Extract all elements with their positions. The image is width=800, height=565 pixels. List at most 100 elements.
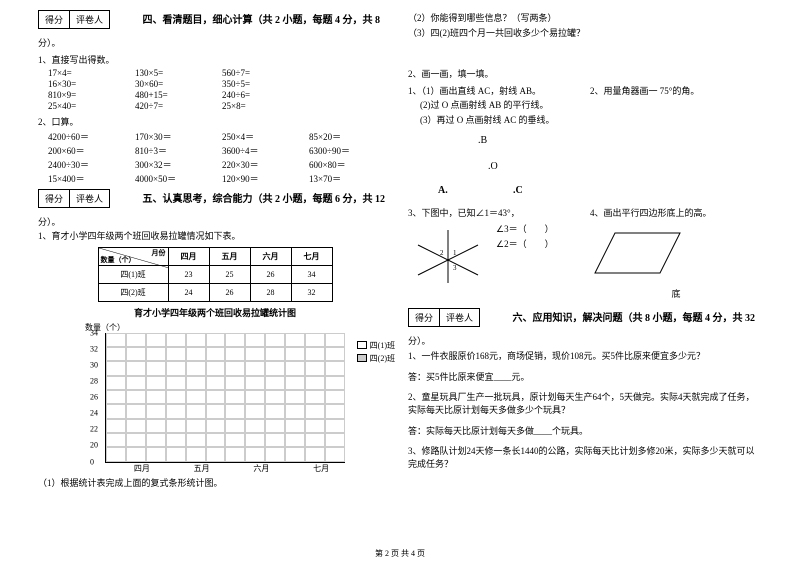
calc-cell [309,79,392,89]
calc-cell: 420÷7= [135,101,218,111]
calc-cell: 25×40= [48,101,131,111]
angle3-blank: ∠3＝（ ） [496,223,554,236]
svg-text:2: 2 [440,249,444,257]
calc-cell: 300×32＝ [135,158,218,171]
geo-q1b: (2)过 O 点画射线 AB 的平行线。 [420,99,580,112]
calc-cell: 170×30＝ [135,130,218,143]
table-col: 七月 [291,247,332,265]
chart-title: 育才小学四年级两个班回收易拉罐统计图 [85,306,345,319]
calc-cell: 810÷3＝ [135,144,218,157]
cell: 26 [250,265,291,283]
calc-cell: 200×60＝ [48,144,131,157]
calc-cell: 250×4＝ [222,130,305,143]
legend-label: 四(1)班 [370,340,395,351]
score-label: 得分 [409,309,440,326]
grader-label: 评卷人 [70,11,109,28]
calc-cell: 240÷6= [222,90,305,100]
cell: 25 [209,265,250,283]
sec6-a1: 答：买5件比原来便宜____元。 [408,370,762,383]
sec4-sub2: 2、口算。 [38,115,392,128]
geo-row2: 3、下图中，已知∠1＝43°， 1 2 3 ∠3＝（ ） ∠2＝（ ） [408,205,762,301]
section5-title: 五、认真思考，综合能力（共 2 小题，每题 6 分，共 12 [143,190,386,205]
sec6-q1: 1、一件衣服原价168元，商场促销，现价108元。买5件比原来便宜多少元？ [408,350,762,364]
score-label: 得分 [39,190,70,207]
x-tick: 五月 [194,463,210,474]
chart-legend: 四(1)班 四(2)班 [357,338,395,366]
geo-q1a: 1、（1）画出直线 AC，射线 AB。 [408,85,580,98]
calc-cell: 120×90＝ [222,172,305,185]
chart-area: 34 32 30 28 26 24 22 20 0 四月 五月 六月 七月 四(… [105,333,345,463]
y-tick: 22 [90,425,98,434]
right-q2: （2）你能得到哪些信息？（写两条） [408,12,762,25]
diag-top: 月份 [152,248,166,258]
calc-cell: 13×70＝ [309,172,392,185]
calc-cell: 4000×50＝ [135,172,218,185]
calc-cell: 2400÷30＝ [48,158,131,171]
chart-grid [106,333,345,462]
x-tick: 六月 [253,463,269,474]
left-column: 得分 评卷人 四、看清题目，细心计算（共 2 小题，每题 4 分，共 8 分）。… [30,10,400,540]
legend-swatch [357,341,367,349]
legend-label: 四(2)班 [370,353,395,364]
diag-bottom: 数量（个） [101,255,136,265]
base-label: 底 [590,287,762,300]
calc-cell: 350÷5= [222,79,305,89]
score-label: 得分 [39,11,70,28]
table-diag-header: 月份 数量（个） [98,247,168,265]
geo-q1c: (3）再过 O 点画射线 AC 的垂线。 [420,114,580,127]
calc-grid-2: 4200÷60＝ 170×30＝ 250×4＝ 85×20＝ 200×60＝ 8… [48,130,392,185]
cell: 32 [291,283,332,301]
data-table: 月份 数量（个） 四月 五月 六月 七月 四(1)班 23 25 26 34 四… [98,247,333,302]
geo-intro: 2、画一画，填一填。 [408,68,762,81]
calc-cell: 600×80＝ [309,158,392,171]
score-box-4: 得分 评卷人 [38,10,110,29]
table-row: 四(1)班 23 25 26 34 [98,265,332,283]
svg-text:1: 1 [453,249,457,257]
label-a: A. [438,185,448,196]
geo-q3: 3、下图中，已知∠1＝43°， [408,207,580,220]
grader-label: 评卷人 [440,309,479,326]
calc-cell: 6300÷90＝ [309,144,392,157]
right-column: （2）你能得到哪些信息？（写两条） （3）四(2)班四个月一共回收多少个易拉罐？… [400,10,770,540]
cell: 28 [250,283,291,301]
legend-swatch [357,354,367,362]
calc-cell: 16×30= [48,79,131,89]
cell: 26 [209,283,250,301]
sec4-sub1: 1、直接写出得数。 [38,53,392,66]
y-tick: 26 [90,393,98,402]
angle-diagram: 1 2 3 [408,225,488,285]
y-tick: 34 [90,328,98,337]
y-tick: 30 [90,360,98,369]
sec5-q1: （1）根据统计表完成上面的复式条形统计图。 [38,477,392,490]
row-label: 四(2)班 [98,283,168,301]
calc-cell: 30×60= [135,79,218,89]
section5-title-cont: 分）。 [38,215,392,228]
table-col: 五月 [209,247,250,265]
chart-container: 育才小学四年级两个班回收易拉罐统计图 数量（个） 34 32 30 28 [85,306,345,463]
legend-item: 四(2)班 [357,353,395,364]
calc-cell: 4200÷60＝ [48,130,131,143]
table-row: 四(2)班 24 26 28 32 [98,283,332,301]
calc-grid-1: 17×4= 130×5= 560÷7= 16×30= 30×60= 350÷5=… [48,68,392,111]
calc-cell [309,90,392,100]
geo-q4: 4、画出平行四边形底上的高。 [590,207,762,220]
section6-title: 六、应用知识，解决问题（共 8 小题，每题 4 分，共 32 [513,309,756,324]
y-tick: 28 [90,376,98,385]
section4-title-cont: 分）。 [38,36,392,49]
parallelogram-diagram [590,223,690,283]
x-tick: 七月 [313,463,329,474]
calc-cell: 25×8= [222,101,305,111]
calc-cell: 560÷7= [222,68,305,78]
sec6-a2: 答：实际每天比原计划每天多做____个玩具。 [408,424,762,437]
y-tick: 24 [90,409,98,418]
label-b: .B [478,135,488,146]
calc-cell: 130×5= [135,68,218,78]
calc-cell: 85×20＝ [309,130,392,143]
x-tick: 四月 [134,463,150,474]
table-col: 四月 [168,247,209,265]
label-o: .O [488,161,498,172]
calc-cell: 810×9= [48,90,131,100]
geo-row1: 1、（1）画出直线 AC，射线 AB。 (2)过 O 点画射线 AB 的平行线。… [408,83,762,205]
grader-label: 评卷人 [70,190,109,207]
calc-cell: 17×4= [48,68,131,78]
